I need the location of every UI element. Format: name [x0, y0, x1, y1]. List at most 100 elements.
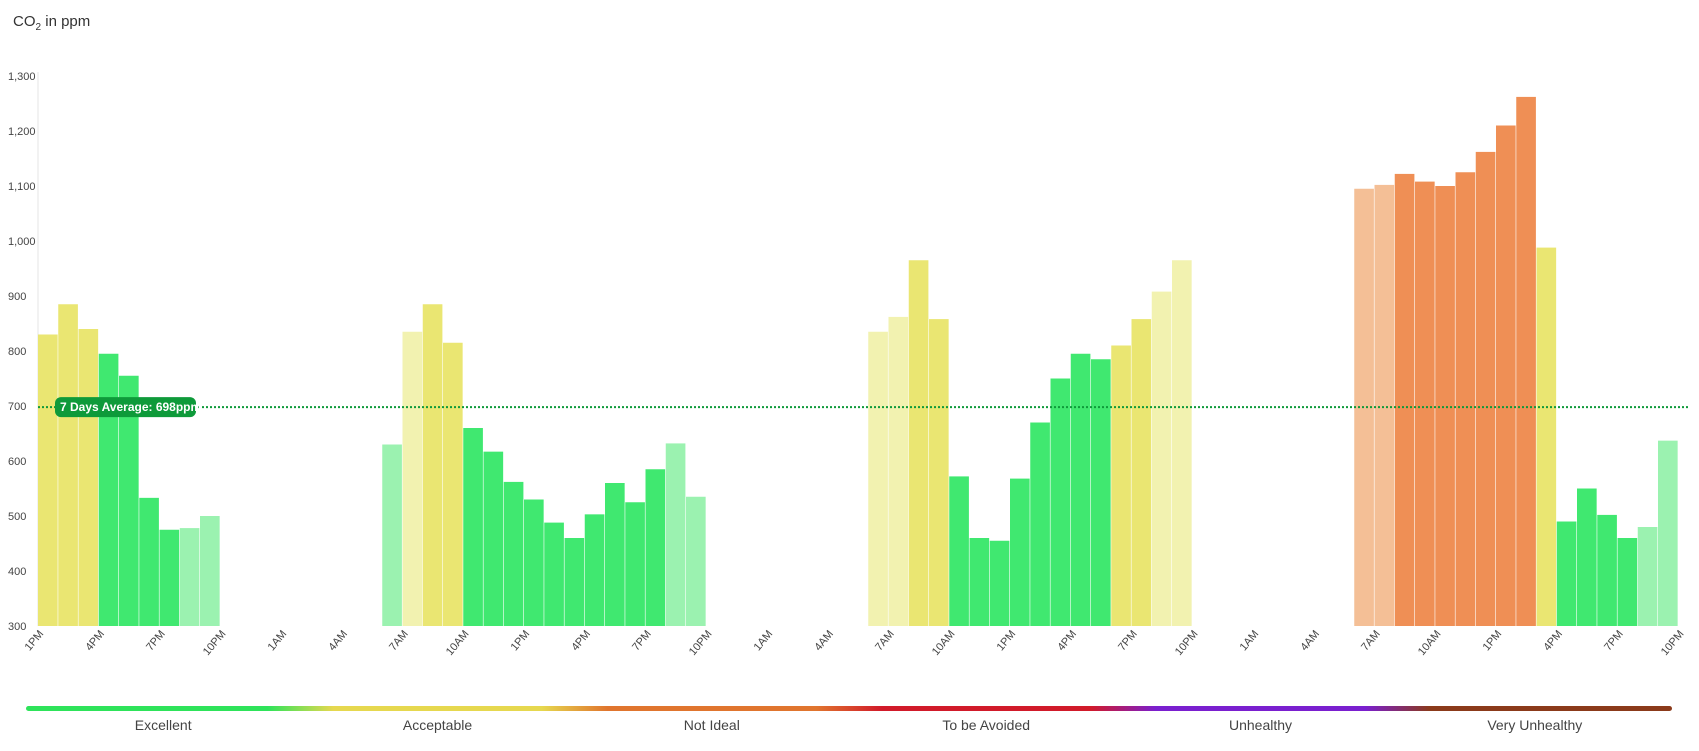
x-tick-label: 10PM [687, 628, 715, 658]
bar[interactable] [1637, 527, 1658, 626]
bar[interactable] [463, 428, 483, 626]
average-line-group: 7 Days Average: 698ppm [38, 397, 1688, 418]
bar[interactable] [686, 496, 706, 626]
bar[interactable] [1455, 172, 1476, 626]
x-tick-label: 7PM [1602, 628, 1626, 653]
bar[interactable] [78, 329, 99, 626]
bar[interactable] [929, 319, 949, 626]
bar[interactable] [1151, 291, 1172, 626]
y-axis: 300 400 500 600 700 800 900 1,000 1,100 1,200 1,30… [8, 71, 39, 633]
y-tick-label: 500 [8, 511, 26, 523]
x-tick-label: 7AM [387, 628, 411, 653]
bar[interactable] [1091, 359, 1111, 626]
x-tick-label: 7PM [630, 628, 654, 653]
x-tick-label: 7AM [1359, 628, 1383, 653]
x-axis: 1PM 4PM 7PM 10PM 1AM 4AM 7AM 10AM 1PM 4PM 7PM 10PM 1… [23, 628, 1687, 658]
bar[interactable] [1435, 186, 1455, 626]
y-tick-label: 1,200 [8, 126, 36, 138]
bar[interactable] [605, 483, 625, 626]
bar[interactable] [625, 502, 645, 626]
bar[interactable] [1394, 173, 1415, 626]
bar[interactable] [483, 451, 504, 626]
y-tick-label: 800 [8, 346, 26, 358]
legend-label: Very Unhealthy [1487, 717, 1582, 733]
bar[interactable] [443, 342, 463, 626]
bar[interactable] [1516, 96, 1536, 626]
x-tick-label: 4AM [326, 628, 350, 653]
bar[interactable] [382, 444, 402, 627]
legend-label: Acceptable [403, 717, 472, 733]
bars [38, 96, 1678, 627]
bar[interactable] [38, 334, 58, 627]
x-tick-label: 4PM [83, 628, 107, 653]
y-tick-label: 900 [8, 291, 26, 303]
bar[interactable] [1617, 538, 1638, 626]
bar[interactable] [1131, 319, 1152, 626]
legend-label: To be Avoided [942, 717, 1030, 733]
bar[interactable] [524, 499, 544, 627]
y-tick-label: 1,100 [8, 181, 36, 193]
x-tick-label: 10PM [1659, 628, 1687, 658]
x-tick-label: 4AM [1298, 628, 1322, 653]
bar[interactable] [422, 304, 443, 626]
bar[interactable] [119, 375, 139, 626]
bar[interactable] [179, 528, 200, 626]
x-tick-label: 1AM [1238, 628, 1262, 653]
legend-color-scale [26, 706, 1672, 711]
x-tick-label: 1AM [752, 628, 776, 653]
bar[interactable] [139, 497, 159, 626]
bar[interactable] [1536, 247, 1557, 626]
bar[interactable] [1597, 514, 1617, 626]
bar[interactable] [888, 316, 909, 626]
bar[interactable] [969, 538, 990, 626]
x-tick-label: 4PM [1055, 628, 1079, 653]
x-tick-label: 4AM [812, 628, 836, 653]
chart-title: CO2 in ppm [13, 13, 90, 33]
bar[interactable] [200, 516, 220, 626]
y-tick-label: 1,000 [8, 236, 36, 248]
x-tick-label: 10AM [930, 628, 958, 658]
y-tick-label: 400 [8, 566, 26, 578]
y-tick-label: 600 [8, 456, 26, 468]
bar[interactable] [1475, 151, 1496, 626]
average-label: 7 Days Average: 698ppm [60, 400, 201, 414]
bar[interactable] [564, 538, 585, 626]
bar[interactable] [645, 469, 666, 626]
bar[interactable] [949, 476, 969, 626]
bar[interactable] [1111, 345, 1131, 627]
bar[interactable] [1374, 184, 1395, 626]
x-tick-label: 4PM [569, 628, 593, 653]
bar[interactable] [98, 353, 119, 626]
bar[interactable] [665, 443, 686, 626]
bar[interactable] [402, 331, 423, 626]
x-tick-label: 10AM [1416, 628, 1444, 658]
x-tick-label: 7PM [144, 628, 168, 653]
bar[interactable] [1050, 378, 1071, 627]
x-tick-label: 1PM [995, 628, 1019, 653]
bar[interactable] [503, 481, 524, 626]
bar[interactable] [1415, 181, 1435, 626]
bar[interactable] [159, 529, 180, 626]
chart-title-rest: in ppm [41, 13, 90, 30]
bar[interactable] [1658, 440, 1678, 626]
chart-title-sub: 2 [36, 22, 42, 33]
bar[interactable] [1010, 478, 1030, 626]
bar[interactable] [1496, 125, 1516, 627]
bar[interactable] [584, 514, 605, 626]
x-tick-label: 10AM [444, 628, 472, 658]
bar[interactable] [1556, 521, 1577, 627]
bar[interactable] [1172, 260, 1192, 626]
y-tick-label: 300 [8, 621, 26, 633]
bar[interactable] [1577, 488, 1597, 627]
bar[interactable] [58, 304, 78, 626]
x-tick-label: 7AM [873, 628, 897, 653]
chart-title-main: CO [13, 13, 36, 30]
bar[interactable] [989, 540, 1010, 626]
bar[interactable] [1354, 188, 1374, 626]
bar[interactable] [1070, 353, 1091, 626]
bar[interactable] [908, 260, 929, 626]
bar[interactable] [1030, 422, 1050, 627]
bar[interactable] [544, 522, 564, 626]
bar[interactable] [868, 331, 888, 626]
